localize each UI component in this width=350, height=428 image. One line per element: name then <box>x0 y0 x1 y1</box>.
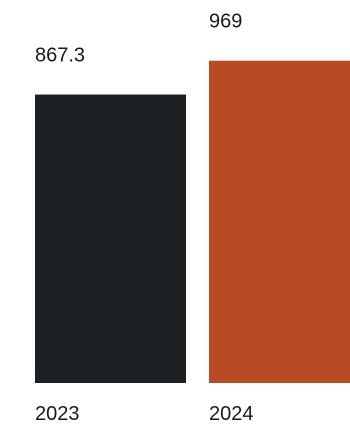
value-label-2023: 867.3 <box>35 45 85 67</box>
category-label-2024: 2024 <box>209 403 254 425</box>
value-label-2024: 969 <box>209 11 242 33</box>
category-label-2023: 2023 <box>35 403 80 425</box>
bar-2024 <box>209 60 350 383</box>
bar-2023 <box>35 94 186 384</box>
